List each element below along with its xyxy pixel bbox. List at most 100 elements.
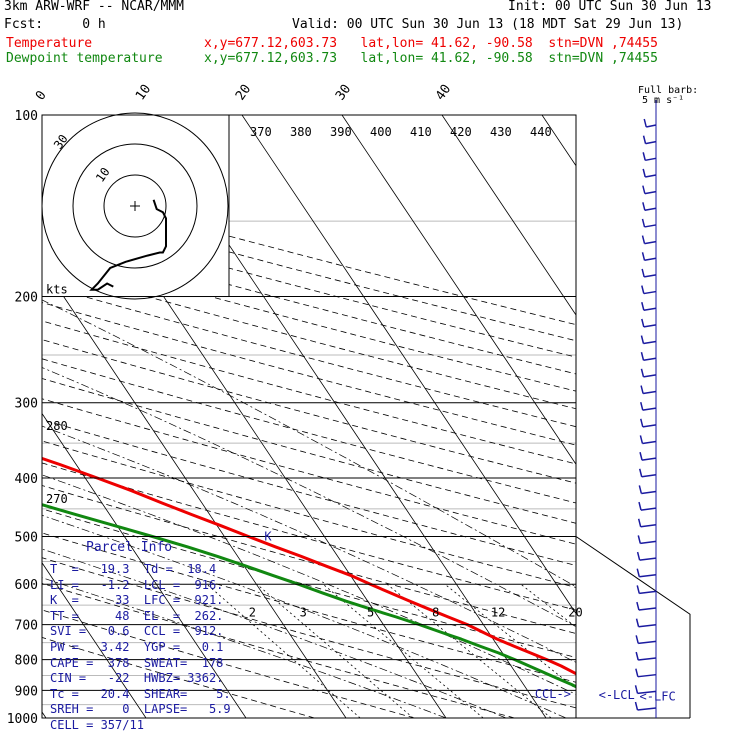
temperature-station-info: x,y=677.12,603.73 lat,lon= 41.62, -90.58… <box>204 36 658 51</box>
wind-barb <box>638 501 657 511</box>
wind-barb <box>643 118 657 128</box>
parcel-info-row: TT = 48 EL = 262. <box>50 608 224 623</box>
wind-barb <box>642 168 657 178</box>
parcel-info-row: T = 19.3 Td = 18.4 <box>50 562 217 576</box>
valid-time: Valid: 00 UTC Sun 30 Jun 13 (18 MDT Sat … <box>292 17 684 32</box>
isotherm-line <box>441 115 576 316</box>
mixing-ratio-line <box>520 583 576 628</box>
forecast-hour: Fcst: 0 h <box>4 17 106 32</box>
hodograph-ring-label: 10 <box>93 165 113 185</box>
plot-skirt <box>575 536 691 718</box>
isotherm-line <box>42 562 147 718</box>
isotherm-label: 10 <box>133 82 154 103</box>
pressure-tick-label: 900 <box>15 684 38 699</box>
pressure-tick-label: 100 <box>15 109 38 124</box>
isotherm-line <box>241 115 576 615</box>
theta-e-label: 410 <box>410 125 432 139</box>
wind-barb <box>641 302 657 311</box>
dry-adiabat-line <box>42 249 576 392</box>
parcel-info-row: SVI = 0.6 CCL = 912. <box>50 624 224 639</box>
pressure-tick-label: 200 <box>15 291 38 306</box>
hodograph-unit-label: kts <box>46 283 68 297</box>
parcel-info-row: PW = 3.42 YGP = 0.1 <box>50 640 224 654</box>
dry-adiabat-line <box>42 637 315 718</box>
wind-barb <box>640 418 657 428</box>
isotherm-label: 40 <box>433 82 454 103</box>
wind-barb <box>636 585 657 595</box>
dry-adiabat-line <box>42 419 576 566</box>
mixing-ratio-label: 8 <box>432 606 439 620</box>
mixing-ratio-label: 12 <box>491 606 505 620</box>
parcel-info-row: Tc = 20.4 SHEAR= 5. <box>50 686 231 701</box>
wind-barb <box>642 185 657 195</box>
parcel-info-row: LI = -1.2 LCL = 916. <box>50 577 224 592</box>
dewpoint-station-info: x,y=677.12,603.73 lat,lon= 41.62, -90.58… <box>204 51 658 66</box>
temperature-legend: Temperature <box>6 36 93 51</box>
hodograph-ring <box>103 174 167 238</box>
dry-adiabat-line <box>42 232 576 375</box>
dry-adiabat-line <box>42 557 576 709</box>
mixing-ratio-line <box>256 583 414 718</box>
wind-barb <box>635 651 657 661</box>
isotherm-label: 20 <box>233 82 254 103</box>
wind-barb <box>640 352 657 361</box>
wind-barb <box>641 318 657 328</box>
wind-barb <box>635 635 657 645</box>
init-time: Init: 00 UTC Sun 30 Jun 13 <box>508 0 712 14</box>
wind-barb <box>636 601 657 611</box>
wind-barb <box>641 268 657 278</box>
isotherm-label: 30 <box>333 82 354 103</box>
isotherm-line <box>42 412 247 718</box>
hodograph-trace <box>89 199 167 291</box>
hodograph-ring <box>72 143 198 269</box>
wind-barb <box>641 285 657 295</box>
dry-adiabat-line <box>42 216 576 358</box>
parcel-level-label: CCL-> <box>535 687 571 701</box>
theta-label: 270 <box>46 492 68 506</box>
moist-adiabat-line <box>42 425 576 663</box>
isotherm-line <box>642 115 740 718</box>
wind-barb <box>640 335 657 345</box>
wind-barb <box>637 518 657 528</box>
theta-label: 280 <box>46 419 68 433</box>
barb-key-unit: 5 m s⁻¹ <box>642 95 685 106</box>
dry-adiabat-line <box>42 462 576 611</box>
wind-barb <box>634 701 657 711</box>
mixing-ratio-label: 3 <box>300 606 307 620</box>
wind-barb <box>641 235 657 245</box>
parcel-level-label: <-LCL <box>599 688 635 702</box>
wind-barb <box>637 535 657 545</box>
wind-barb <box>634 685 657 695</box>
theta-e-label: 390 <box>330 125 352 139</box>
parcel-info-row: CIN = -22 HWBZ= 3362. <box>50 671 224 686</box>
dry-adiabat-line <box>42 582 515 718</box>
pressure-tick-label: 800 <box>15 654 38 669</box>
dry-adiabat-line <box>42 320 576 465</box>
dry-adiabat-line <box>42 508 576 658</box>
parcel-info-title: Parcel Info <box>86 540 173 555</box>
parcel-level-label: K <box>264 529 272 543</box>
wind-barb <box>640 401 657 411</box>
mixing-ratio-label: 2 <box>249 606 256 620</box>
pressure-tick-label: 1000 <box>7 712 38 727</box>
wind-barb <box>641 218 657 228</box>
barb-key-title: Full barb: <box>638 85 699 96</box>
wind-barb <box>638 485 657 495</box>
wind-barb <box>639 451 657 461</box>
isotherm-line <box>341 115 576 465</box>
wind-barb <box>639 435 657 445</box>
theta-e-label: 380 <box>290 125 312 139</box>
parcel-info-row: K = 33 LFC = 921. <box>50 593 224 608</box>
theta-e-label: 400 <box>370 125 392 139</box>
dewpoint-legend: Dewpoint temperature <box>6 51 163 66</box>
pressure-tick-label: 600 <box>15 578 38 593</box>
wind-barb <box>642 152 657 162</box>
parcel-info-row: CELL = 357/11 <box>50 718 144 732</box>
isotherm-label: 0 <box>33 88 50 103</box>
pressure-tick-label: 400 <box>15 472 38 487</box>
wind-barb <box>642 202 657 212</box>
wind-barb <box>636 551 657 561</box>
pressure-tick-label: 500 <box>15 530 38 545</box>
wind-barb <box>636 568 657 578</box>
